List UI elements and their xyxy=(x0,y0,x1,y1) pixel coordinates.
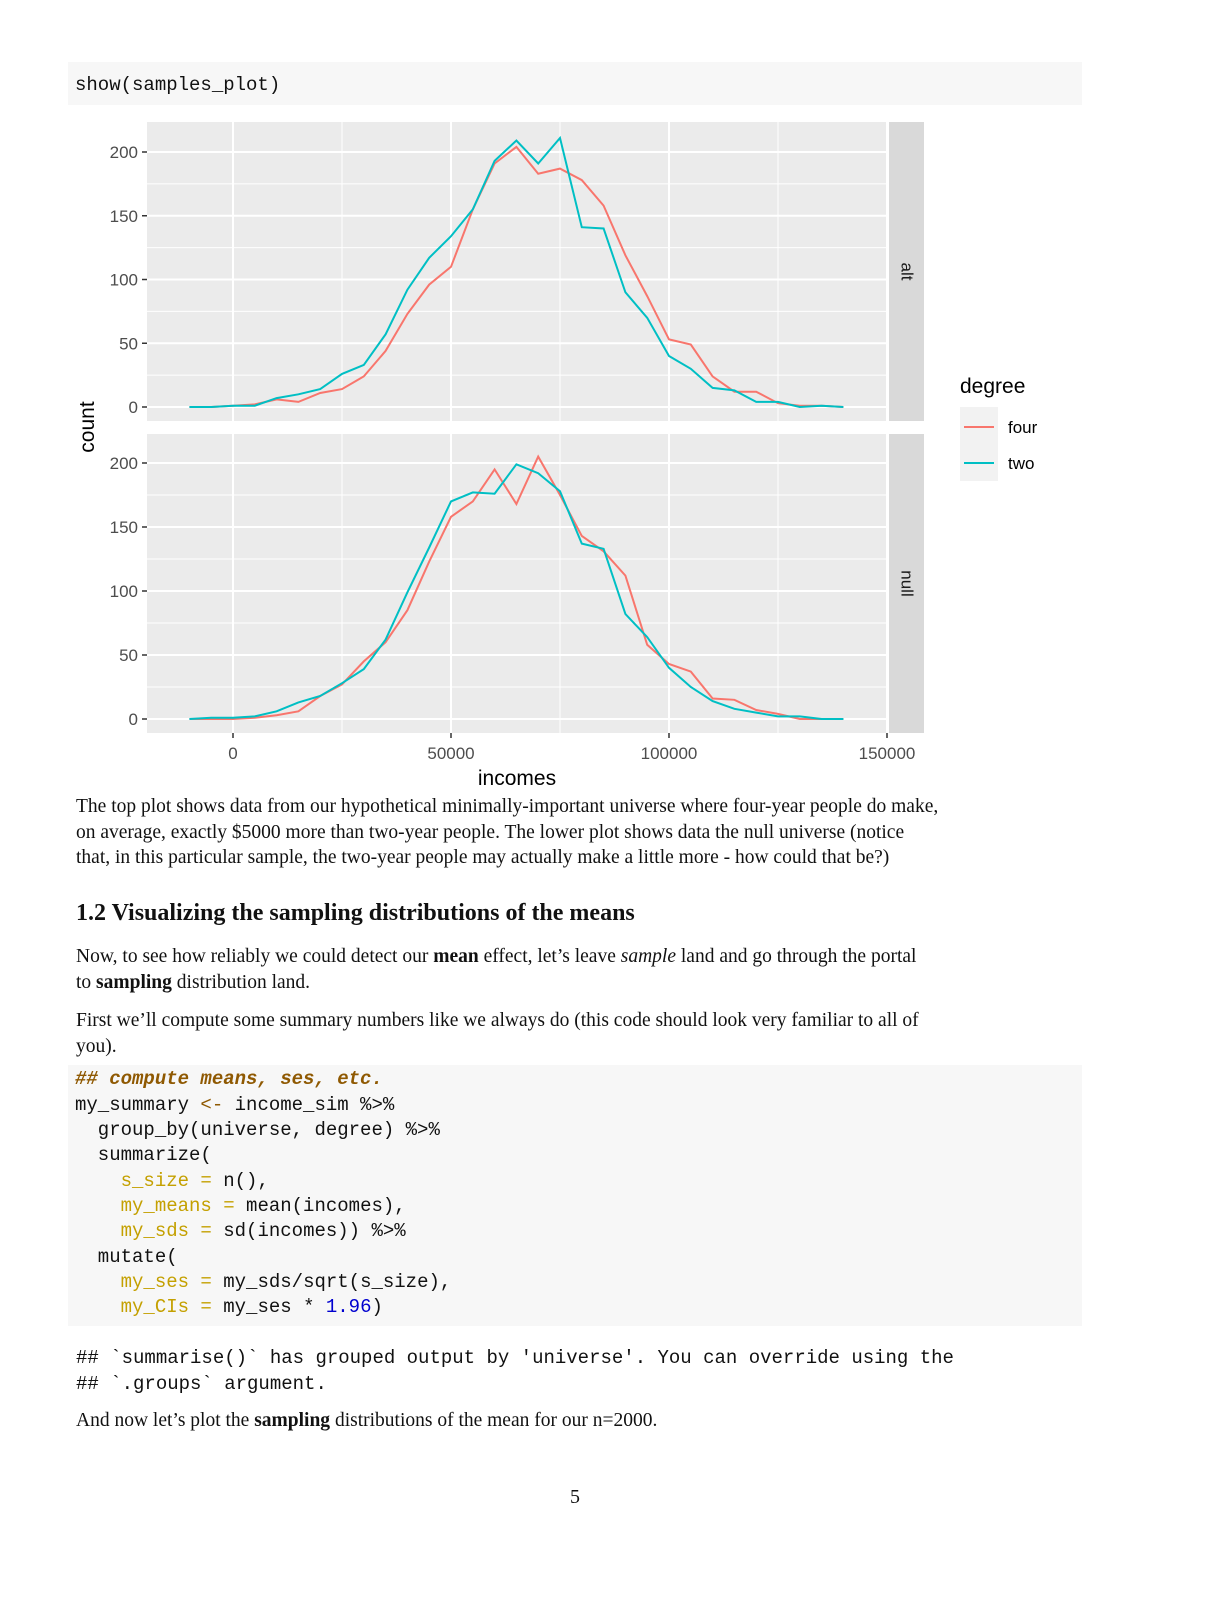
text-run: Now, to see how reliably we could detect… xyxy=(76,946,434,967)
code-line: my_means = mean(incomes), xyxy=(75,1195,406,1217)
series-line-two xyxy=(189,463,844,720)
paragraph-summary-intro: First we’ll compute some summary numbers… xyxy=(76,1008,1086,1059)
code-token: my_sds/sqrt(s_size), xyxy=(223,1271,452,1293)
code-token: ) xyxy=(371,1296,383,1318)
text-run: effect, let’s leave xyxy=(478,946,621,967)
code-line: my_summary <- income_sim %>% xyxy=(75,1094,394,1116)
chart-canvas: 0 50 100 150 200 alt 0 50 100 150 200 null 0 50000 100… xyxy=(76,122,1038,790)
legend-key-background xyxy=(960,407,998,481)
code-token: sd(incomes)) %>% xyxy=(223,1220,406,1242)
x-tick-label: 50000 xyxy=(427,744,474,763)
code-eq: = xyxy=(189,1220,224,1242)
code-comment: ## compute means, ses, etc. xyxy=(75,1068,383,1090)
console-output-line: ## `summarise()` has grouped output by '… xyxy=(76,1347,954,1369)
x-tick-label: 100000 xyxy=(641,744,698,763)
code-arg: my_CIs xyxy=(75,1296,190,1318)
y-tick-label: 100 xyxy=(110,271,138,290)
text-run: distribution land. xyxy=(171,971,311,993)
facet-label-null: null xyxy=(898,570,917,596)
series-line-two xyxy=(189,135,844,409)
code-eq: = xyxy=(189,1170,224,1192)
code-token: mean(incomes), xyxy=(246,1195,406,1217)
paragraph-next: And now let’s plot the sampling distribu… xyxy=(76,1408,1086,1434)
text-run: distributions of the mean for our n=2000… xyxy=(330,1410,658,1431)
code-line: my_CIs = my_ses * 1.96) xyxy=(75,1296,383,1318)
y-tick-label: 150 xyxy=(110,207,138,226)
text-run: And now let’s plot the xyxy=(76,1410,255,1431)
code-line: s_size = n(), xyxy=(75,1170,269,1192)
series-line-four xyxy=(189,454,844,720)
y-tick-label: 100 xyxy=(110,582,138,601)
code-line: my_sds = sd(incomes)) %>% xyxy=(75,1220,406,1242)
x-axis-title: incomes xyxy=(478,767,556,790)
y-tick-label: 0 xyxy=(129,398,138,417)
text-line: to sampling distribution land. xyxy=(76,970,1086,996)
section-title: Visualizing the sampling distributions o… xyxy=(111,900,635,926)
section-number: 1.2 xyxy=(76,900,106,926)
assign-operator: <- xyxy=(200,1094,224,1116)
y-tick-label: 0 xyxy=(129,710,138,729)
code-arg: my_ses xyxy=(75,1271,190,1293)
paragraph-description: The top plot shows data from our hypothe… xyxy=(76,794,1086,871)
page-number: 5 xyxy=(570,1486,580,1508)
code-block-summary: ## compute means, ses, etc. my_summary <… xyxy=(68,1065,1082,1326)
y-tick-label: 150 xyxy=(110,518,138,537)
bold-term-sampling: sampling xyxy=(254,1410,331,1431)
y-tick-label: 200 xyxy=(110,143,138,162)
legend-label-two: two xyxy=(1008,454,1034,473)
code-token: n(), xyxy=(223,1170,269,1192)
code-line: my_ses = my_sds/sqrt(s_size), xyxy=(75,1271,452,1293)
text-line: you). xyxy=(76,1035,117,1057)
code-token: my_summary xyxy=(75,1094,201,1116)
code-eq: = xyxy=(211,1195,247,1217)
console-output-line: ## `.groups` argument. xyxy=(76,1373,327,1395)
legend-title: degree xyxy=(960,375,1025,398)
text-line: Now, to see how reliably we could detect… xyxy=(76,944,1086,970)
code-line: group_by(universe, degree) %>% xyxy=(75,1119,440,1141)
x-tick-label: 150000 xyxy=(859,744,916,763)
section-heading: 1.2 Visualizing the sampling distributio… xyxy=(76,900,635,927)
y-axis-title: count xyxy=(76,401,99,453)
italic-term-sample: sample xyxy=(620,946,676,967)
series-line-four xyxy=(189,145,844,408)
text-line: The top plot shows data from our hypothe… xyxy=(76,796,939,817)
bold-term-mean: mean xyxy=(433,946,479,967)
code-eq: = xyxy=(189,1296,224,1318)
text-run: to xyxy=(76,971,97,993)
code-arg: my_sds xyxy=(75,1220,190,1242)
bold-term-sampling: sampling xyxy=(96,971,172,993)
code-eq: = xyxy=(189,1271,224,1293)
legend-label-four: four xyxy=(1008,418,1038,437)
y-tick-label: 50 xyxy=(119,646,138,665)
code-number: 1.96 xyxy=(325,1296,372,1318)
code-arg: s_size xyxy=(75,1170,190,1192)
code-arg: my_means xyxy=(75,1195,212,1217)
code-line: show(samples_plot) xyxy=(75,74,281,96)
code-block-show: show(samples_plot) xyxy=(68,62,1082,105)
panel-background xyxy=(147,122,886,421)
text-line: And now let’s plot the sampling distribu… xyxy=(76,1408,1086,1434)
text-run: land and go through the portal xyxy=(676,946,917,967)
panel-background xyxy=(147,434,886,733)
y-tick-label: 200 xyxy=(110,454,138,473)
text-line: that, in this particular sample, the two… xyxy=(76,847,890,868)
code-line: mutate( xyxy=(75,1246,178,1268)
y-tick-label: 50 xyxy=(119,334,138,353)
text-line: on average, exactly $5000 more than two-… xyxy=(76,821,905,843)
facet-label-alt: alt xyxy=(898,263,917,281)
code-token: income_sim %>% xyxy=(223,1094,395,1116)
code-line: summarize( xyxy=(75,1144,212,1166)
text-line: First we’ll compute some summary numbers… xyxy=(76,1010,919,1031)
facet-strip xyxy=(889,122,924,421)
paragraph-intro: Now, to see how reliably we could detect… xyxy=(76,944,1086,995)
code-token: my_ses * xyxy=(223,1296,326,1318)
faceted-line-chart: 0 50 100 150 200 alt 0 50 100 150 200 null 0 50000 100… xyxy=(60,115,1060,795)
x-tick-label: 0 xyxy=(228,744,237,763)
facet-strip xyxy=(889,434,924,733)
